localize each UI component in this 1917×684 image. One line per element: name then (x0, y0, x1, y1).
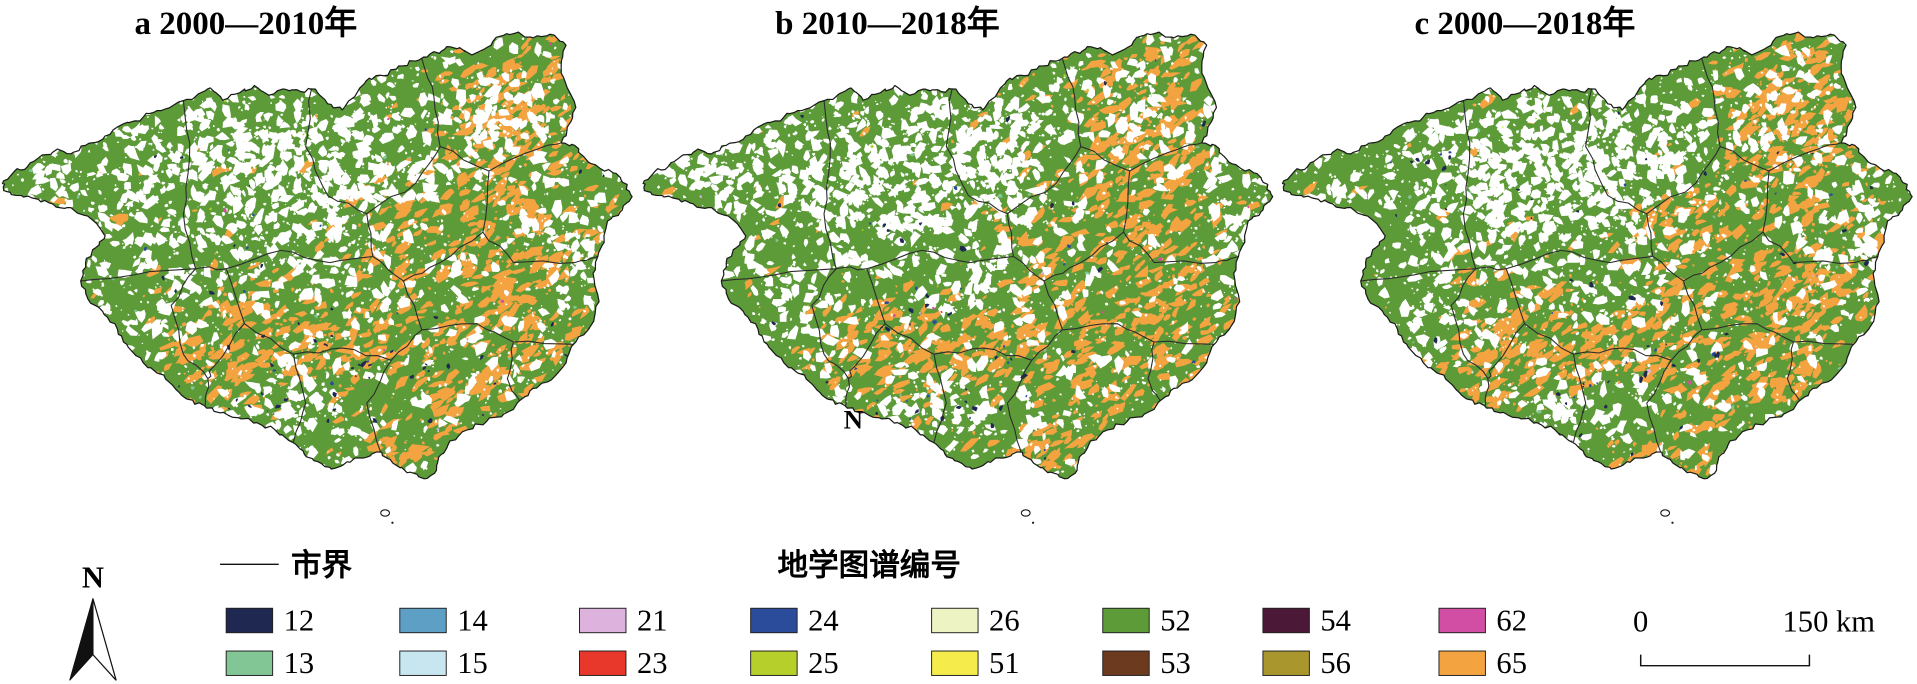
scale-bar-line (1639, 654, 1811, 667)
guangxi-map (1, 31, 633, 480)
land-cover-layers (1282, 32, 1913, 479)
legend-label: 25 (808, 646, 839, 680)
north-arrow: N (69, 561, 117, 681)
scale-bar-end-label: 150 km (1783, 604, 1876, 638)
legend-swatch (579, 650, 627, 676)
map-north-label: N (844, 405, 864, 435)
legend-item-56: 56 (1262, 646, 1351, 680)
legend-item-53: 53 (1102, 646, 1191, 680)
city-boundaries (80, 58, 598, 455)
north-arrow-right-half (92, 598, 117, 681)
legend-title: 地学图谱编号 (778, 547, 961, 583)
legend-swatch (579, 607, 627, 634)
legend-label: 56 (1320, 646, 1351, 680)
panel-title: b 2010—2018年 (775, 5, 1000, 42)
land-cover-65-patches (643, 32, 1273, 479)
legend-swatch (750, 650, 798, 676)
legend-item-51: 51 (931, 646, 1020, 680)
legend-label: 53 (1160, 646, 1191, 680)
city-boundaries (1360, 58, 1879, 455)
legend-swatch (1262, 607, 1310, 634)
legend-item-23: 23 (579, 646, 668, 680)
offshore-islands (1020, 509, 1035, 524)
offshore-islands (1660, 509, 1674, 524)
legend-label: 21 (637, 603, 668, 637)
map-panel-c: c 2000—2018年 (1281, 5, 1913, 524)
legend-label: 52 (1160, 603, 1191, 637)
island (380, 509, 391, 517)
legend-item-65: 65 (1438, 646, 1527, 680)
panel-title: a 2000—2010年 (134, 5, 357, 42)
legend-item-62: 62 (1438, 603, 1527, 637)
boundary-label: 市界 (291, 547, 353, 583)
legend-item-13: 13 (225, 646, 315, 680)
map-panel-b: b 2010—2018年 N (642, 5, 1274, 524)
legend-swatch (931, 650, 979, 676)
legend-swatch (399, 607, 447, 634)
legend-label: 65 (1496, 646, 1527, 680)
legend-item-25: 25 (750, 646, 839, 680)
unchanged-land-patches (2, 32, 633, 479)
unchanged-land-speckles (2, 32, 633, 479)
legend-label: 12 (284, 603, 315, 637)
legend-swatch (1438, 607, 1486, 634)
scale-bar-start-label: 0 (1633, 604, 1648, 638)
land-cover-23-dots (940, 310, 943, 314)
guangxi-map (642, 31, 1274, 480)
legend-item-26: 26 (931, 603, 1020, 637)
islet (391, 521, 394, 524)
legend-item-15: 15 (399, 646, 488, 680)
land-cover-layers (2, 32, 633, 479)
legend-swatch (1102, 607, 1150, 634)
legend-label: 62 (1496, 603, 1527, 637)
panel-title: c 2000—2018年 (1415, 5, 1636, 42)
legend-label: 51 (989, 646, 1020, 680)
islet (1031, 521, 1035, 524)
legend-label: 54 (1320, 603, 1351, 637)
boundary-legend: 市界 (220, 547, 353, 583)
offshore-islands (380, 509, 394, 524)
province-outline (1, 31, 633, 480)
legend-swatch (1438, 650, 1486, 676)
north-arrow-left-half (69, 598, 94, 681)
legend-swatch (225, 607, 274, 634)
land-cover-65-patches (1286, 32, 1913, 479)
legend-label: 13 (284, 646, 315, 680)
island (1020, 509, 1031, 517)
land-cover-layers (643, 32, 1273, 479)
islet (1671, 521, 1674, 524)
legend-item-14: 14 (399, 603, 488, 637)
legend-item-52: 52 (1102, 603, 1191, 637)
legend-items: 12 13 14 15 21 23 24 25 (225, 603, 1527, 680)
legend-item-24: 24 (750, 603, 839, 637)
legend-swatch (1102, 650, 1150, 676)
legend-swatch (399, 650, 447, 676)
legend-label: 24 (808, 603, 839, 637)
guangxi-map (1281, 31, 1913, 480)
legend-swatch (750, 607, 798, 634)
legend-item-21: 21 (579, 603, 668, 637)
north-arrow-label: N (82, 561, 104, 595)
map-panel-a: a 2000—2010年 (1, 5, 633, 524)
legend-label: 23 (637, 646, 668, 680)
scale-bar: 0 150 km (1633, 604, 1876, 667)
city-boundaries (721, 58, 1239, 455)
legend-label: 26 (989, 603, 1020, 637)
legend-swatch (1262, 650, 1310, 676)
island (1660, 509, 1671, 517)
legend-swatch (931, 607, 979, 634)
province-outline (642, 31, 1274, 480)
legend-item-54: 54 (1262, 603, 1351, 637)
legend-label: 15 (457, 646, 488, 680)
legend-swatch (225, 650, 274, 676)
legend-label: 14 (457, 603, 488, 637)
province-outline (1281, 31, 1913, 480)
legend-item-12: 12 (225, 603, 315, 637)
